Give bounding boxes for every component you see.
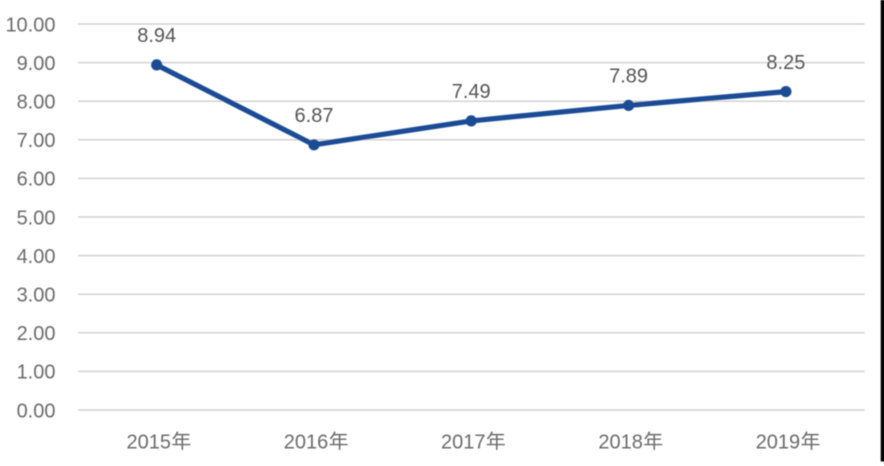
svg-text:4.00: 4.00 bbox=[17, 246, 56, 268]
svg-text:3.00: 3.00 bbox=[17, 285, 56, 307]
svg-text:8.94: 8.94 bbox=[137, 25, 176, 47]
svg-text:2019: 2019 bbox=[756, 431, 801, 453]
svg-text:7.00: 7.00 bbox=[17, 130, 56, 152]
svg-text:8.00: 8.00 bbox=[17, 92, 56, 114]
svg-text:6.00: 6.00 bbox=[17, 169, 56, 191]
svg-text:9.00: 9.00 bbox=[17, 53, 56, 75]
svg-text:7.89: 7.89 bbox=[609, 66, 648, 88]
svg-text:2017: 2017 bbox=[441, 431, 486, 453]
svg-text:6.87: 6.87 bbox=[295, 105, 334, 127]
svg-text:7.49: 7.49 bbox=[452, 81, 491, 103]
svg-text:2015: 2015 bbox=[127, 431, 172, 453]
svg-text:2.00: 2.00 bbox=[17, 323, 56, 345]
svg-text:2016: 2016 bbox=[284, 431, 329, 453]
svg-text:0.00: 0.00 bbox=[17, 400, 56, 422]
svg-text:5.00: 5.00 bbox=[17, 207, 56, 229]
svg-text:1.00: 1.00 bbox=[17, 362, 56, 384]
svg-text:8.25: 8.25 bbox=[766, 52, 805, 74]
svg-text:2018: 2018 bbox=[598, 431, 643, 453]
svg-text:10.00: 10.00 bbox=[5, 14, 55, 36]
